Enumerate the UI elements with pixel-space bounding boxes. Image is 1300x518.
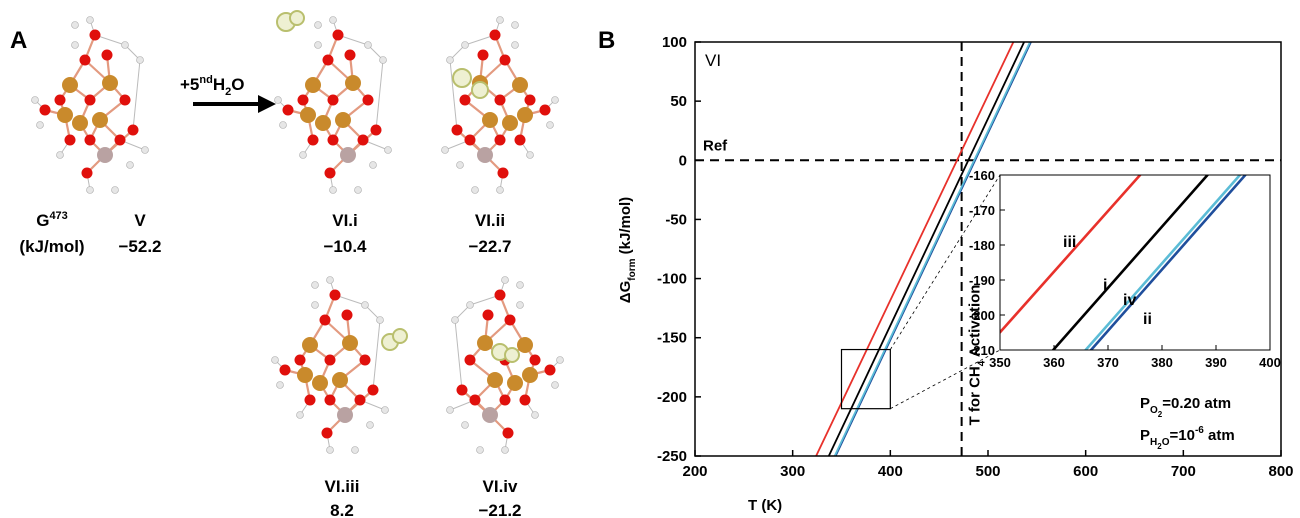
structure-energy: −22.7 <box>468 237 511 256</box>
y-tick-label: 50 <box>670 93 687 110</box>
text: T for CH <box>967 366 984 425</box>
inset-y-tick-label: -180 <box>969 238 995 253</box>
molecule <box>442 17 559 194</box>
text: +5 <box>180 75 199 94</box>
x-tick-label: 400 <box>878 463 903 480</box>
inset-x-tick-label: 380 <box>1151 355 1173 370</box>
inset-y-tick-label: -200 <box>969 308 995 323</box>
condition: PO2=0.20 atm <box>1140 395 1231 419</box>
text: G <box>36 211 49 230</box>
figure: A +5ndH2O G473 (kJ/mol) V −52.2 VI.i −10… <box>0 0 1300 518</box>
text: H <box>1150 437 1157 448</box>
x-tick-label: 300 <box>780 463 805 480</box>
y-tick-label: -50 <box>665 211 687 228</box>
inset-x-tick-label: 400 <box>1259 355 1281 370</box>
structure-name: VI.i <box>332 211 358 230</box>
text: =0.20 atm <box>1162 395 1231 412</box>
text: P <box>1140 395 1150 412</box>
text: form <box>627 258 638 280</box>
text: ΔG <box>617 281 634 303</box>
corner-label: VI <box>705 51 721 70</box>
inset-y-tick-label: -210 <box>969 343 995 358</box>
x-tick-label: 700 <box>1171 463 1196 480</box>
x-tick-label: 500 <box>975 463 1000 480</box>
x-tick-label: 600 <box>1073 463 1098 480</box>
text: O <box>231 75 244 94</box>
inset-x-tick-label: 370 <box>1097 355 1119 370</box>
x-tick-label: 800 <box>1268 463 1293 480</box>
reaction-label: +5ndH2O <box>180 74 244 98</box>
text: atm <box>1204 427 1235 444</box>
structure-name: VI.iii <box>325 477 360 496</box>
series-label: iii <box>1063 234 1076 251</box>
x-axis-label: T (K) <box>748 497 782 514</box>
series-label: iv <box>1123 292 1136 309</box>
inset-background <box>1000 175 1270 350</box>
energy-unit: (kJ/mol) <box>19 237 84 256</box>
text: (kJ/mol) <box>617 197 634 259</box>
text: H <box>213 75 225 94</box>
structure-energy: −21.2 <box>478 501 521 518</box>
series-label: ii <box>1143 311 1152 328</box>
condition: PH2O=10-6 atm <box>1140 425 1235 451</box>
text: =10 <box>1169 427 1194 444</box>
y-tick-label: -150 <box>657 330 687 347</box>
inset-y-tick-label: -170 <box>969 203 995 218</box>
series-label: i <box>1103 277 1107 294</box>
molecule <box>272 277 389 454</box>
molecule <box>32 17 149 194</box>
panel-label: B <box>598 27 615 54</box>
y-tick-label: -250 <box>657 448 687 465</box>
inset-y-tick-label: -190 <box>969 273 995 288</box>
energy-label: G473 <box>36 210 68 230</box>
molecule <box>275 17 392 194</box>
structure-name: VI.iv <box>483 477 519 496</box>
y-axis-label: ΔGform (kJ/mol) <box>617 197 638 303</box>
inset-y-tick-label: -160 <box>969 168 995 183</box>
inset-x-tick-label: 390 <box>1205 355 1227 370</box>
panel-label: A <box>10 27 27 54</box>
y-tick-label: 0 <box>679 152 687 169</box>
structure-name: V <box>134 211 146 230</box>
text: nd <box>199 74 212 86</box>
inset-x-tick-label: 360 <box>1043 355 1065 370</box>
series-group <box>816 42 1031 456</box>
x-tick-label: 200 <box>682 463 707 480</box>
y-tick-label: 100 <box>662 34 687 51</box>
arrow-head <box>258 95 276 113</box>
y-tick-label: -200 <box>657 389 687 406</box>
structure-name: VI.ii <box>475 211 505 230</box>
text: 473 <box>49 210 67 222</box>
y-tick-label: -100 <box>657 271 687 288</box>
ref-label: Ref <box>703 137 728 154</box>
text: P <box>1140 427 1150 444</box>
molecule <box>447 277 564 454</box>
structure-energy: −52.2 <box>118 237 161 256</box>
structure-energy: −10.4 <box>323 237 367 256</box>
structure-energy: 8.2 <box>330 501 354 518</box>
